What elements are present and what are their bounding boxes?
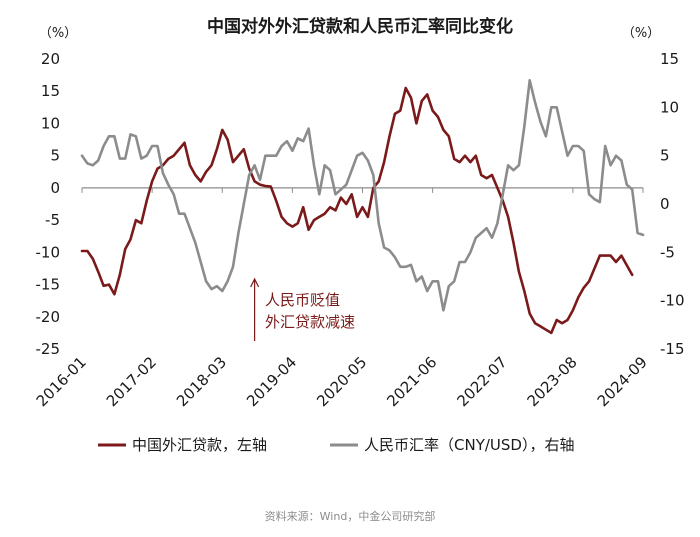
- right-axis-ticks: 15 10 5 0 -5 -10 -15: [660, 50, 685, 358]
- series-line-fx-loans: [80, 86, 634, 335]
- left-axis-tick-label: 5: [50, 147, 60, 165]
- x-axis-tick-label: 2021-06: [383, 353, 440, 410]
- x-axis-tick-label: 2022-07: [454, 353, 511, 410]
- left-axis-tick-label: 15: [41, 82, 60, 100]
- annotation-line-2: 外汇贷款减速: [265, 313, 355, 331]
- right-axis-tick-label: 15: [660, 50, 679, 68]
- right-axis-unit: （%）: [622, 26, 660, 41]
- left-axis-tick-label: -15: [36, 276, 61, 294]
- x-axis-tick-label: 2017-02: [103, 353, 160, 410]
- left-axis-ticks: 20 15 10 5 0 -5 -10 -15 -20 -25: [36, 50, 61, 358]
- x-axis-tick-label: 2016-01: [33, 353, 90, 410]
- left-axis-tick-label: 0: [50, 179, 60, 197]
- left-axis-tick-label: -20: [36, 308, 61, 326]
- left-axis-unit: （%）: [39, 26, 77, 41]
- right-axis-tick-label: -10: [660, 292, 685, 310]
- right-axis-tick-label: 0: [660, 195, 670, 213]
- x-axis-tick-label: 2018-03: [173, 353, 230, 410]
- x-axis-tick-label: 2024-09: [594, 353, 651, 410]
- right-axis-tick-label: 5: [660, 147, 670, 165]
- x-axis-tick-label: 2020-05: [313, 353, 370, 410]
- source-note: 资料来源：Wind，中金公司研究部: [265, 509, 436, 523]
- x-axis-tick-label: 2019-04: [243, 353, 300, 410]
- x-axis-tick-label: 2023-08: [524, 353, 581, 410]
- series-line-rmb-exchange-rate: [80, 79, 645, 312]
- legend: 中国外汇贷款，左轴 人民币汇率（CNY/USD），右轴: [98, 436, 574, 454]
- legend-label-rmb-exchange-rate: 人民币汇率（CNY/USD），右轴: [364, 436, 574, 454]
- left-axis-tick-label: -5: [45, 211, 60, 229]
- chart-title: 中国对外外汇贷款和人民币汇率同比变化: [207, 16, 513, 37]
- right-axis-tick-label: -15: [660, 340, 685, 358]
- x-axis-tick-labels: 2016-01 2017-02 2018-03 2019-04 2020-05 2021-…: [33, 353, 651, 410]
- left-axis-tick-label: 10: [41, 114, 60, 132]
- annotation: 人民币贬值 外汇贷款减速: [250, 277, 355, 341]
- left-axis-tick-label: -10: [36, 243, 61, 261]
- left-axis-tick-label: 20: [41, 50, 60, 68]
- legend-label-fx-loans: 中国外汇贷款，左轴: [132, 436, 267, 454]
- x-axis-tick-marks: [81, 187, 644, 193]
- right-axis-tick-label: 10: [660, 98, 679, 116]
- right-axis-tick-label: -5: [660, 243, 675, 261]
- annotation-arrow-head: [250, 277, 260, 288]
- annotation-line-1: 人民币贬值: [265, 291, 340, 309]
- left-axis-tick-label: -25: [36, 340, 61, 358]
